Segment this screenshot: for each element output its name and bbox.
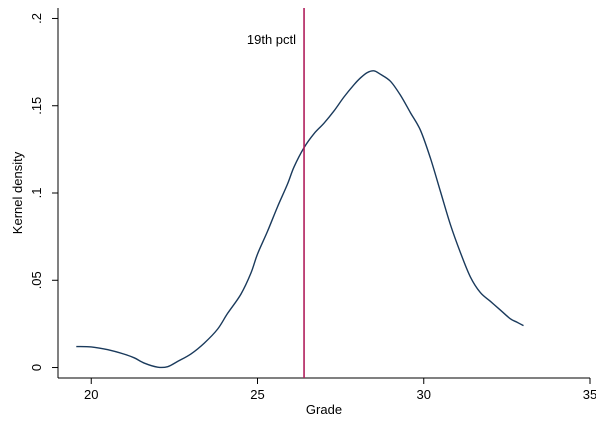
x-tick-label: 20: [84, 387, 98, 402]
density-curve: [76, 70, 524, 369]
y-axis-title: Kernel density: [10, 151, 25, 234]
x-ticks: 20 25 30 35: [84, 378, 596, 402]
x-tick-label: 25: [250, 387, 264, 402]
y-tick-label: .05: [29, 271, 44, 289]
y-tick-label: .2: [29, 13, 44, 24]
y-tick-label: .15: [29, 97, 44, 115]
axes: 20 25 30 35 0 .05 .1 .15 .2: [29, 8, 596, 402]
x-axis-title: Grade: [306, 402, 342, 417]
plot-area: 19th pctl: [76, 8, 524, 378]
x-tick-label: 35: [583, 387, 596, 402]
y-tick-label: .1: [29, 188, 44, 199]
percentile-label: 19th pctl: [247, 32, 296, 47]
x-tick-label: 30: [417, 387, 431, 402]
y-tick-label: 0: [29, 364, 44, 371]
y-ticks: 0 .05 .1 .15 .2: [29, 13, 58, 371]
